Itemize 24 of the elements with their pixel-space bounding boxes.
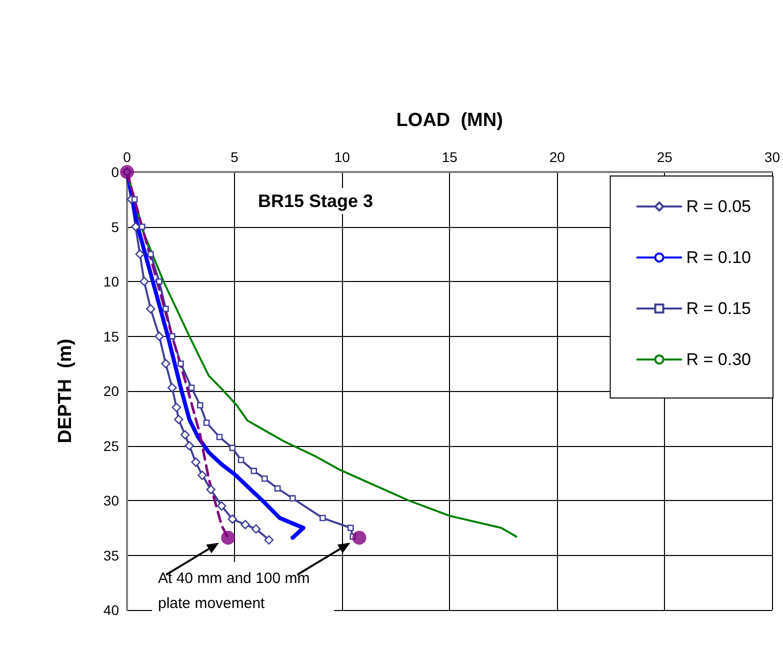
x-axis-title: LOAD (MN): [396, 110, 503, 131]
x-tick-label: 10: [334, 149, 350, 165]
legend-label: R = 0.05: [686, 197, 752, 216]
text: BR15 Stage 3: [258, 191, 374, 211]
x-tick-label: 30: [764, 149, 780, 165]
legend-label: R = 0.30: [686, 350, 752, 369]
x-tick-label: 5: [230, 149, 239, 165]
x-tick-label: 15: [442, 149, 458, 165]
y-tick-label: 40: [103, 602, 120, 618]
y-tick-label: 10: [103, 274, 120, 290]
annotation: At 40 mm and 100 mm plate movement: [158, 570, 314, 612]
legend-label: R = 0.15: [686, 299, 752, 318]
x-tick-label: 0: [123, 149, 132, 165]
y-tick-label: 5: [111, 218, 120, 235]
legend-label: R = 0.10: [686, 248, 752, 267]
y-tick-label: 25: [103, 438, 120, 454]
y-tick-label: 20: [103, 383, 120, 399]
y-axis-title: DEPTH (m): [55, 338, 76, 444]
y-tick-label: 15: [103, 328, 120, 344]
y-tick-label: 35: [103, 547, 120, 564]
y-tick-label: 30: [103, 492, 120, 508]
y-tick-label: 0: [111, 164, 120, 180]
x-tick-label: 25: [656, 149, 673, 165]
x-tick-label: 20: [549, 149, 566, 165]
